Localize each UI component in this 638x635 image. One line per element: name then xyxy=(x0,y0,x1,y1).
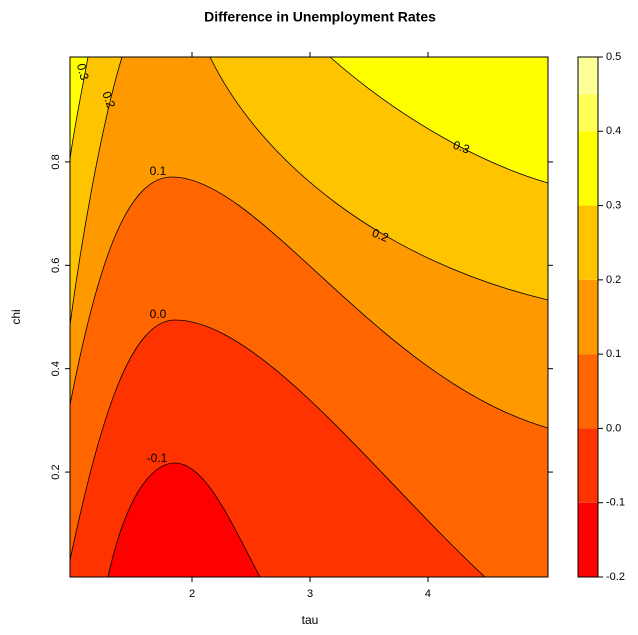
colorbar-tick-label: 0.5 xyxy=(606,51,621,63)
contour-line xyxy=(70,57,123,326)
x-axis-label: tau xyxy=(302,613,319,627)
y-axis-label: chi xyxy=(9,309,23,324)
colorbar-band xyxy=(578,428,598,503)
colorbar-tick-label: 0.4 xyxy=(606,125,621,137)
plot-area: -0.1 0.0 0.1 0.2 0.2 0.3 0.3 xyxy=(70,57,548,577)
y-tick-label: 0.4 xyxy=(50,361,62,376)
contour-line xyxy=(107,462,261,577)
x-tick-label: 2 xyxy=(189,588,195,600)
contour-label: 0.2 xyxy=(99,89,118,110)
plot-frame xyxy=(69,56,549,578)
y-tick-label: 0.6 xyxy=(50,258,62,273)
colorbar-band xyxy=(578,205,598,280)
colorbar-tick-label: 0.3 xyxy=(606,199,621,211)
x-tick-label: 4 xyxy=(425,588,431,600)
colorbar-tick-label: 0.1 xyxy=(606,348,621,360)
contour-label: 0.3 xyxy=(74,62,92,82)
colorbar-tick-label: -0.2 xyxy=(606,571,625,583)
contour-label: 0.2 xyxy=(370,226,391,245)
x-tick-label: 3 xyxy=(307,588,313,600)
contour-line xyxy=(329,57,548,184)
y-tick-label: 0.2 xyxy=(50,464,62,479)
chart-title: Difference in Unemployment Rates xyxy=(204,9,436,25)
colorbar-tick-label: 0.0 xyxy=(606,422,621,434)
contour-label: 0.0 xyxy=(150,307,167,321)
contour-line xyxy=(70,57,89,161)
colorbar-frame xyxy=(577,56,599,578)
colorbar-band xyxy=(578,94,598,132)
contour-label: -0.1 xyxy=(147,451,168,465)
colorbar-tick-label: 0.2 xyxy=(606,274,621,286)
colorbar-band xyxy=(578,131,598,206)
contour-line xyxy=(209,57,548,301)
contour-label: 0.1 xyxy=(150,164,167,178)
contour-line xyxy=(70,176,548,429)
colorbar-tick-label: -0.1 xyxy=(606,497,625,509)
colorbar-band xyxy=(578,57,598,95)
contour-line xyxy=(70,319,486,577)
contour-region xyxy=(108,463,260,577)
colorbar-band xyxy=(578,354,598,429)
colorbar-band xyxy=(578,502,598,577)
contour-label: 0.3 xyxy=(451,138,472,157)
colorbar-band xyxy=(578,279,598,355)
y-tick-label: 0.8 xyxy=(50,154,62,169)
